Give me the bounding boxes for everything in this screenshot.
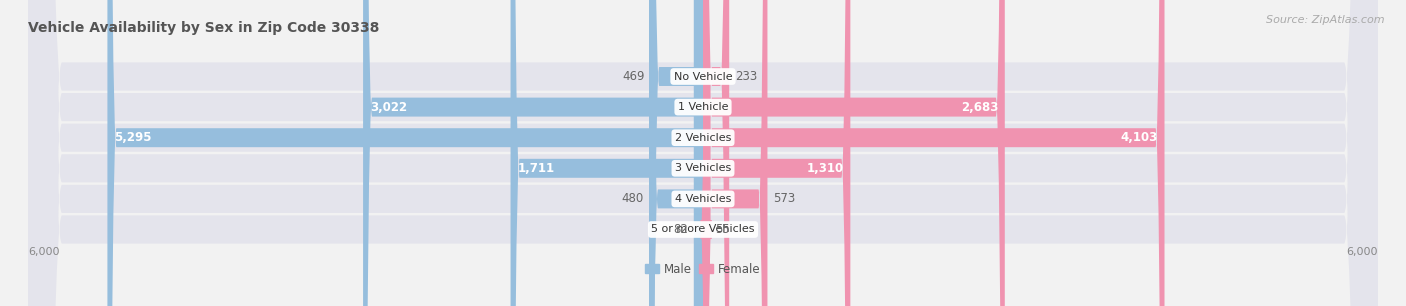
FancyBboxPatch shape [703, 0, 851, 306]
Text: 573: 573 [773, 192, 796, 205]
Text: 2 Vehicles: 2 Vehicles [675, 133, 731, 143]
FancyBboxPatch shape [700, 0, 711, 306]
Text: 6,000: 6,000 [28, 247, 59, 257]
Text: 1,310: 1,310 [807, 162, 844, 175]
Text: 480: 480 [621, 192, 644, 205]
FancyBboxPatch shape [28, 0, 1378, 306]
FancyBboxPatch shape [28, 0, 1378, 306]
Text: 2,683: 2,683 [960, 101, 998, 114]
Text: Source: ZipAtlas.com: Source: ZipAtlas.com [1267, 15, 1385, 25]
FancyBboxPatch shape [703, 0, 768, 306]
Text: 1 Vehicle: 1 Vehicle [678, 102, 728, 112]
FancyBboxPatch shape [510, 0, 703, 306]
FancyBboxPatch shape [28, 0, 1378, 306]
FancyBboxPatch shape [28, 0, 1378, 306]
FancyBboxPatch shape [28, 0, 1378, 306]
Text: 5,295: 5,295 [114, 131, 152, 144]
Text: 82: 82 [673, 223, 688, 236]
Text: 3 Vehicles: 3 Vehicles [675, 163, 731, 173]
Text: 6,000: 6,000 [1347, 247, 1378, 257]
Text: 4 Vehicles: 4 Vehicles [675, 194, 731, 204]
Text: 4,103: 4,103 [1121, 131, 1157, 144]
FancyBboxPatch shape [703, 0, 1164, 306]
FancyBboxPatch shape [363, 0, 703, 306]
Text: Vehicle Availability by Sex in Zip Code 30338: Vehicle Availability by Sex in Zip Code … [28, 21, 380, 35]
FancyBboxPatch shape [28, 0, 1378, 306]
FancyBboxPatch shape [693, 0, 703, 306]
FancyBboxPatch shape [650, 0, 703, 306]
FancyBboxPatch shape [650, 0, 703, 306]
Text: 5 or more Vehicles: 5 or more Vehicles [651, 225, 755, 234]
Text: No Vehicle: No Vehicle [673, 72, 733, 81]
FancyBboxPatch shape [107, 0, 703, 306]
FancyBboxPatch shape [703, 0, 1005, 306]
Text: 55: 55 [714, 223, 730, 236]
Text: 233: 233 [735, 70, 756, 83]
Legend: Male, Female: Male, Female [641, 258, 765, 280]
Text: 1,711: 1,711 [517, 162, 554, 175]
Text: 469: 469 [621, 70, 644, 83]
FancyBboxPatch shape [703, 0, 730, 306]
Text: 3,022: 3,022 [370, 101, 406, 114]
